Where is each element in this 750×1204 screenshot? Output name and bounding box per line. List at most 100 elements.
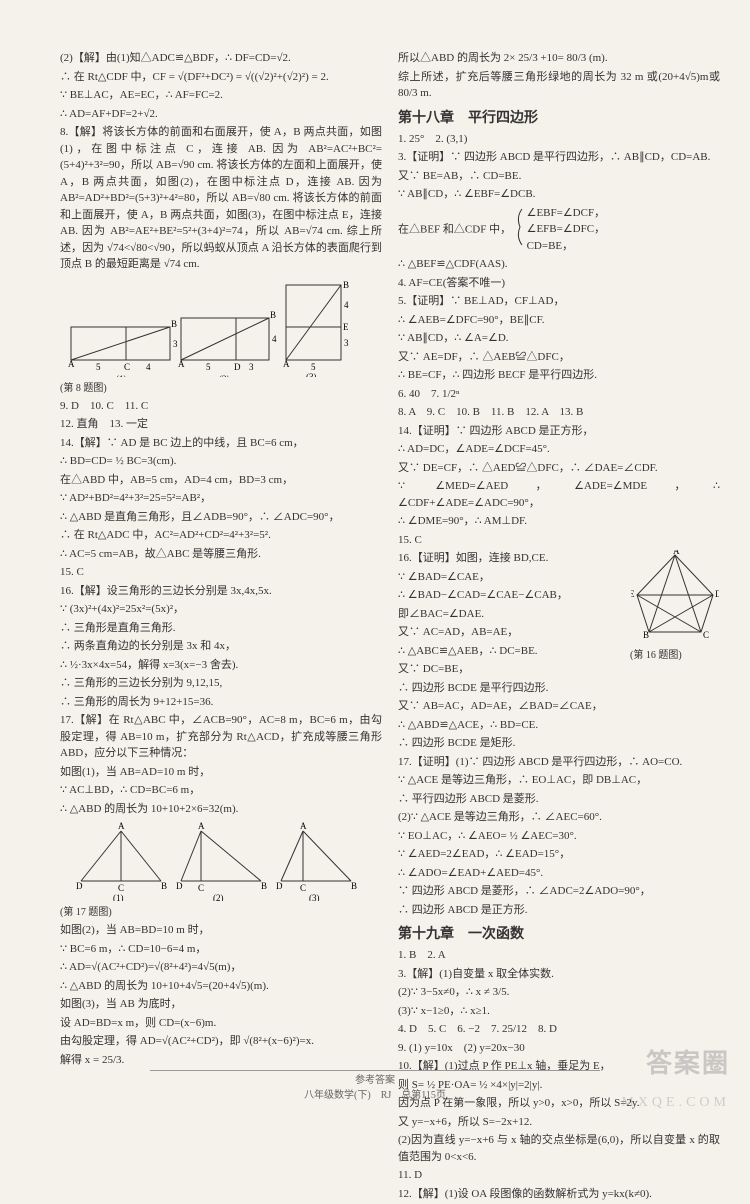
svg-text:B: B [261, 881, 267, 891]
text: 3.【解】(1)自变量 x 取全体实数. [398, 966, 720, 983]
text: 15. C [398, 532, 720, 549]
svg-text:C: C [703, 630, 709, 640]
text: ∵ AC⊥BD，∴ CD=BC=6 m， [60, 782, 382, 799]
text: ∴ AD=DC，∠ADE=∠DCF=45°. [398, 441, 720, 458]
svg-text:5: 5 [206, 362, 211, 372]
svg-text:(2): (2) [213, 893, 224, 901]
text: ∴ 三角形的周长为 9+12+15=36. [60, 694, 382, 711]
svg-text:4: 4 [272, 334, 277, 344]
text: ∴ AD=AF+DF=2+√2. [60, 106, 382, 123]
svg-text:B: B [351, 881, 357, 891]
text: ∴ △ABD 的周长为 10+10+2×6=32(m). [60, 801, 382, 818]
text: 12. 直角 13. 一定 [60, 416, 382, 433]
svg-text:5: 5 [96, 362, 101, 372]
text: 16.【解】设三角形的三边长分别是 3x,4x,5x. [60, 583, 382, 600]
text: 3.【证明】∵ 四边形 ABCD 是平行四边形，∴ AB∥CD，CD=AB. [398, 149, 720, 166]
text: ∴ △ABD 是直角三角形，且∠ADB=90°，∴ ∠ADC=90°， [60, 509, 382, 526]
right-column: 所以△ABD 的周长为 2× 25/3 +10= 80/3 (m). 综上所述，… [398, 50, 720, 1204]
text: ∴ △ABC≌△AEB，∴ DC=BE. [398, 643, 624, 660]
figure-8: A B C 5 4 3 (1) A B D 5 3 4 (2) [66, 277, 376, 377]
text: ∴ △ABD 的周长为 10+10+4√5=(20+4√5)(m). [60, 978, 382, 995]
text: 1. B 2. A [398, 947, 720, 964]
text: 综上所述，扩充后等腰三角形绿地的周长为 32 m 或(20+4√5)m或 80/… [398, 69, 720, 102]
text: ∴ ∠ADO=∠EAD+∠AED=45°. [398, 865, 720, 882]
svg-text:D: D [715, 589, 719, 599]
text: ∴ BE=CF，∴ 四边形 BECF 是平行四边形. [398, 367, 720, 384]
svg-text:A: A [300, 821, 307, 831]
text: ∴ ½·3x×4x=54，解得 x=3(x=−3 舍去). [60, 657, 382, 674]
text: ∴ ∠AEB=∠DFC=90°，BE∥CF. [398, 312, 720, 329]
svg-text:B: B [270, 310, 276, 320]
svg-text:A: A [68, 359, 75, 369]
svg-text:C: C [198, 883, 204, 893]
text: ∵ △ACE 是等边三角形，∴ EO⊥AC，即 DB⊥AC， [398, 772, 720, 789]
text: 11. D [398, 1167, 720, 1184]
text: 8. A 9. C 10. B 11. B 12. A 13. B [398, 404, 720, 421]
text: 17.【证明】(1)∵ 四边形 ABCD 是平行四边形，∴ AO=CO. [398, 754, 720, 771]
text: 如图(2)，当 AB=BD=10 m 时， [60, 922, 382, 939]
svg-text:B: B [161, 881, 167, 891]
svg-text:A: A [673, 550, 680, 556]
text: 在△BEF 和△CDF 中， ∠EBF=∠DCF， ∠EFB=∠DFC， CD=… [398, 205, 720, 255]
svg-text:(3): (3) [306, 372, 317, 377]
text: (2)【解】由(1)知△ADC≌△BDF，∴ DF=CD=√2. [60, 50, 382, 67]
svg-text:D: D [176, 881, 183, 891]
text: 14.【解】∵ AD 是 BC 边上的中线，且 BC=6 cm， [60, 435, 382, 452]
text: ∵ BE⊥AC，AE=EC，∴ AF=FC=2. [60, 87, 382, 104]
svg-text:D: D [276, 881, 283, 891]
chapter-19-title: 第十九章 一次函数 [398, 924, 720, 945]
svg-text:D: D [76, 881, 83, 891]
svg-text:3: 3 [173, 339, 178, 349]
footer-line1: 参考答案 [0, 1073, 750, 1088]
text: 由勾股定理，得 AD=√(AC²+CD²)，即 √(8²+(x−6)²)=x. [60, 1033, 382, 1050]
svg-text:(1): (1) [113, 893, 124, 901]
svg-text:C: C [118, 883, 124, 893]
text: ∴ 在 Rt△CDF 中，CF = √(DF²+DC²) = √((√2)²+(… [60, 69, 382, 86]
svg-text:A: A [198, 821, 205, 831]
chapter-18-title: 第十八章 平行四边形 [398, 108, 720, 129]
text: 又∵ DC=BE， [398, 661, 624, 678]
text: 如图(3)，当 AB 为底时， [60, 996, 382, 1013]
text: 即∠BAC=∠DAE. [398, 606, 624, 623]
svg-text:(3): (3) [309, 893, 320, 901]
text: ∴ 在 Rt△ADC 中，AC²=AD²+CD²=4²+3²=5². [60, 527, 382, 544]
text: ∴ ∠DME=90°，∴ AM⊥DF. [398, 513, 720, 530]
svg-text:E: E [631, 589, 635, 599]
text: 在△BEF 和△CDF 中， [398, 223, 511, 235]
text: ∠EFB=∠DFC， [527, 221, 606, 238]
text: 4. D 5. C 6. −2 7. 25/12 8. D [398, 1021, 720, 1038]
text: ∴ △BEF≌△CDF(AAS). [398, 256, 720, 273]
text: 1. 25° 2. (3,1) [398, 131, 720, 148]
text: 又∵ BE=AB，∴ CD=BE. [398, 168, 720, 185]
figure-16: A D C B E [631, 550, 719, 640]
text: 17.【解】在 Rt△ABC 中，∠ACB=90°，AC=8 m，BC=6 m，… [60, 712, 382, 762]
figure-16-caption: (第 16 题图) [630, 648, 720, 663]
text: 5.【证明】∵ BE⊥AD，CF⊥AD， [398, 293, 720, 310]
text: ∵ AB∥CD，∴ ∠EBF=∠DCB. [398, 186, 720, 203]
svg-text:B: B [171, 319, 177, 329]
svg-text:5: 5 [311, 362, 316, 372]
text: (3)∵ x−1≥0，∴ x≥1. [398, 1003, 720, 1020]
text: ∠EBF=∠DCF， [527, 205, 606, 222]
brace-icon [514, 207, 524, 253]
figure-17: A D C B (1) A D C B (2) [71, 821, 371, 901]
text: 12.【解】(1)设 OA 段图像的函数解析式为 y=kx(k≠0). [398, 1186, 720, 1203]
text: (2)因为直线 y=−x+6 与 x 轴的交点坐标是(6,0)，所以自变量 x … [398, 1132, 720, 1165]
text: ∵ AD²+BD²=4²+3²=25=5²=AB²， [60, 490, 382, 507]
text: ∵ 四边形 ABCD 是菱形，∴ ∠ADC=2∠ADO=90°， [398, 883, 720, 900]
text: ∴ 四边形 ABCD 是正方形. [398, 902, 720, 919]
text: ∵ EO⊥AC，∴ ∠AEO= ½ ∠AEC=30°. [398, 828, 720, 845]
text: ∵ (3x)²+(4x)²=25x²=(5x)²， [60, 601, 382, 618]
figure-8-caption: (第 8 题图) [60, 381, 382, 396]
watermark-url: MXQE.COM [621, 1092, 730, 1113]
svg-text:A: A [118, 821, 125, 831]
text: ∵ BC=6 m，∴ CD=10−6=4 m， [60, 941, 382, 958]
text: (2)∵ 3−5x≠0，∴ x ≠ 3/5. [398, 984, 720, 1001]
text: ∴ 四边形 BCDE 是矩形. [398, 735, 624, 752]
text: 又∵ DE=CF，∴ △AED≌△DFC，∴ ∠DAE=∠CDF. [398, 460, 720, 477]
text: ∴ 四边形 BCDE 是平行四边形. [398, 680, 624, 697]
svg-text:A: A [283, 359, 290, 369]
text: ∵ ∠BAD=∠CAE， [398, 569, 624, 586]
text: 8.【解】将该长方体的前面和右面展开，使 A，B 两点共面，如图(1)，在图中标… [60, 124, 382, 273]
text: 又 y=−x+6，所以 S=−2x+12. [398, 1114, 720, 1131]
